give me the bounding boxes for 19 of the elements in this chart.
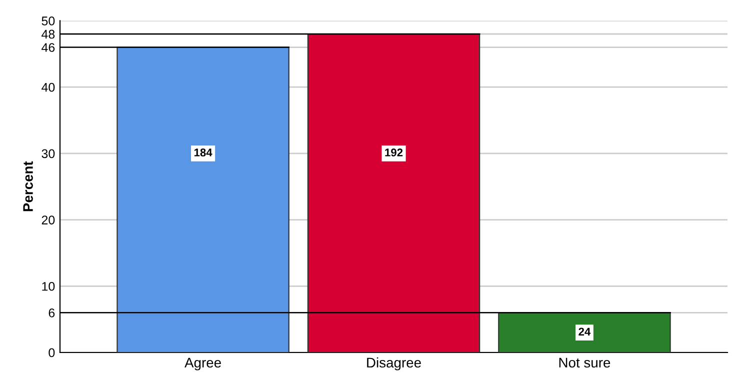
y-tick-label: 48 xyxy=(42,30,55,39)
y-tick-label: 6 xyxy=(48,308,55,318)
bar xyxy=(498,312,671,352)
y-tick-label: 20 xyxy=(42,216,55,224)
y-axis-title: Percent xyxy=(23,161,33,212)
y-tick-label: 40 xyxy=(42,82,55,92)
y-tick-label: 10 xyxy=(42,282,55,291)
x-tick-label: Agree xyxy=(184,358,221,370)
bar xyxy=(307,33,480,352)
annotation: 192 xyxy=(385,148,403,156)
y-tick-label: 0 xyxy=(48,348,55,358)
x-tick-label: Disagree xyxy=(367,357,421,370)
annotation: 184 xyxy=(194,148,212,156)
y-tick-label: 30 xyxy=(42,149,55,158)
annotation: 24 xyxy=(578,328,591,336)
x-tick-label: Not sure xyxy=(559,358,610,368)
bar xyxy=(116,46,290,352)
y-tick-label: 46 xyxy=(42,43,55,52)
y-tick-label: 50 xyxy=(42,16,55,26)
